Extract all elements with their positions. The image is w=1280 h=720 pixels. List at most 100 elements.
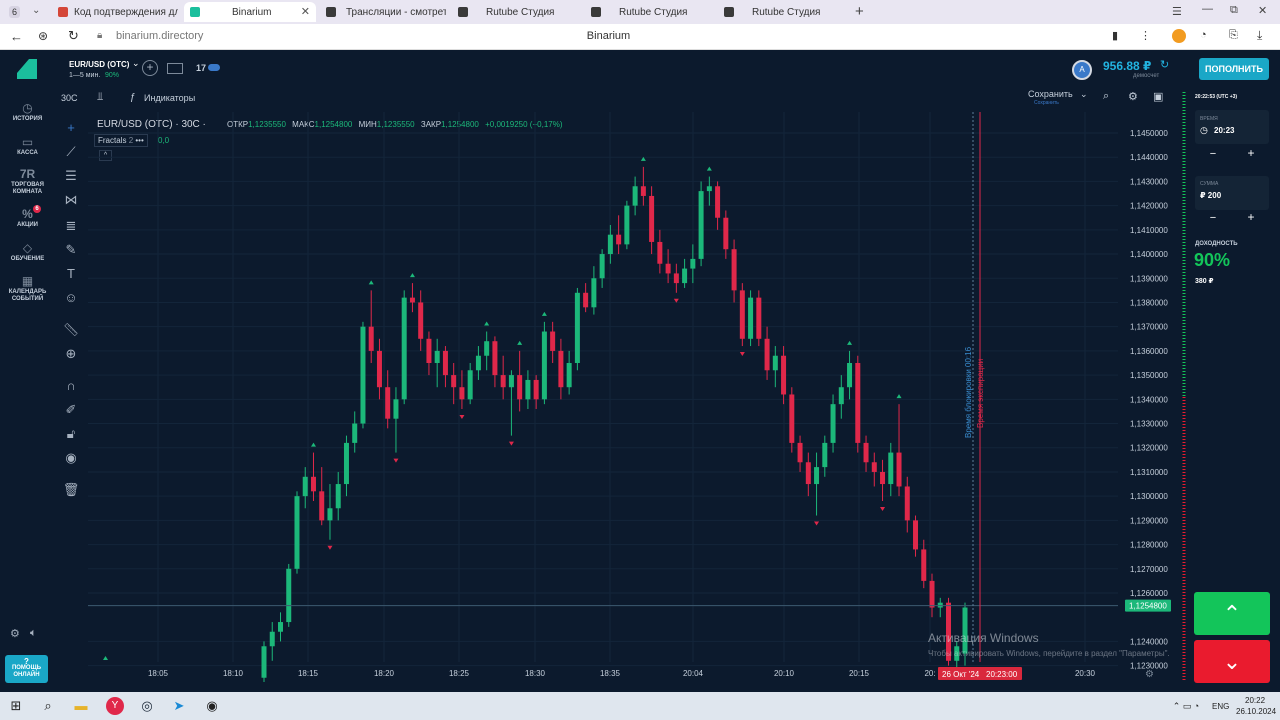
chart-symbol: EUR/USD (OTC) · 30С · <box>97 119 206 130</box>
nav-calendar[interactable]: ▦ КАЛЕНДАРЬ СОБЫТИЙ <box>0 275 55 303</box>
indicators-button[interactable]: Индикаторы <box>144 93 196 103</box>
tab-rutube-3[interactable]: Rutube Студия <box>718 2 844 22</box>
start-icon[interactable]: ⊞ <box>10 698 22 713</box>
collapse-legend-icon[interactable]: ^ <box>99 150 112 161</box>
taskbar-date[interactable]: 26.10.2024 <box>1236 707 1277 716</box>
candle-body <box>921 549 927 581</box>
draw-lock-icon[interactable]: ✐ <box>65 402 77 417</box>
url-field[interactable]: binarium.directory <box>116 30 204 42</box>
fib-icon[interactable]: ≣ <box>65 218 77 233</box>
call-button[interactable]: ⌃ <box>1194 592 1270 635</box>
zoom-icon[interactable]: ⊕ <box>65 346 77 361</box>
time-plus-button[interactable]: + <box>1247 146 1255 160</box>
tab-rutube-2[interactable]: Rutube Студия <box>585 2 711 22</box>
amount-box[interactable]: СУММА ₽ 200 <box>1195 176 1269 210</box>
protect-icon[interactable]: ⊛ <box>38 29 49 43</box>
reload-icon[interactable]: ↻ <box>68 28 79 43</box>
menu-icon[interactable]: ⋮ <box>1140 30 1151 42</box>
download-icon[interactable]: ⤓ <box>1257 28 1263 42</box>
input-language[interactable]: ENG <box>1212 702 1230 711</box>
balance-value[interactable]: 956.88 ₽ <box>1103 59 1152 73</box>
steam-icon[interactable]: ◎ <box>141 698 153 713</box>
layout-icon[interactable] <box>167 63 183 74</box>
amount-value[interactable]: ₽ 200 <box>1200 191 1222 200</box>
candle-body <box>665 263 671 274</box>
candle-body <box>269 631 275 647</box>
timeframe-select[interactable]: 30С <box>61 93 78 103</box>
asset-chevron-icon[interactable]: ⌄ <box>132 58 140 68</box>
topup-button[interactable]: ПОПОЛНИТЬ <box>1199 58 1269 80</box>
pattern-icon[interactable]: ⋈ <box>64 192 78 207</box>
obs-icon[interactable]: ◉ <box>206 698 218 713</box>
media-icon[interactable]: ◔ <box>1200 29 1207 41</box>
magnifier-icon[interactable]: ⌕ <box>1103 90 1110 102</box>
maximize-icon[interactable]: ⧉ <box>1230 4 1238 16</box>
refresh-balance-icon[interactable]: ↻ <box>1160 59 1170 71</box>
asset-name[interactable]: EUR/USD (OTC) <box>69 60 130 69</box>
emoji-icon[interactable]: ☺ <box>64 290 78 305</box>
save-chevron-icon[interactable]: ⌄ <box>1080 89 1088 99</box>
tab-count[interactable]: 6 <box>9 6 21 18</box>
tab-list-chevron-icon[interactable]: ⌄ <box>32 5 41 16</box>
ruler-icon[interactable]: 📏︎ <box>62 322 80 337</box>
telegram-icon[interactable]: ➤ <box>173 698 185 713</box>
taskbar-time[interactable]: 20:22 <box>1245 696 1266 705</box>
share-icon[interactable]: ⎘ <box>1229 29 1238 41</box>
lock-drawings-icon[interactable]: 🔓︎ <box>66 426 76 441</box>
indicator-more-icon[interactable]: ••• <box>135 136 144 145</box>
visibility-icon[interactable]: ◉ <box>65 450 77 465</box>
search-icon[interactable]: ⌕ <box>44 698 52 713</box>
fractal-down-marker <box>673 298 679 303</box>
time-minus-button[interactable]: − <box>1209 148 1217 160</box>
close-tab-icon[interactable]: ✕ <box>300 6 310 18</box>
add-asset-icon[interactable]: + <box>142 60 158 76</box>
fractal-up-marker <box>103 656 108 660</box>
candle-body <box>467 370 473 400</box>
screenshot-icon[interactable]: ▣ <box>1153 91 1164 103</box>
bookmark-icon[interactable]: ▮ <box>1112 30 1119 42</box>
window-close-icon[interactable]: ✕ <box>1258 5 1268 17</box>
tray-icons[interactable]: ⌃ ▭ ◔ <box>1172 701 1200 711</box>
indicator-legend[interactable]: Fractals 2 ••• <box>94 134 148 147</box>
tab-streams[interactable]: Трансляции - смотреть в <box>320 2 446 22</box>
trash-icon[interactable]: 🗑︎ <box>62 482 80 497</box>
save-button[interactable]: Сохранить <box>1028 89 1073 99</box>
x-tick-label: 18:25 <box>449 669 470 678</box>
nav-cashier[interactable]: ▭ КАССА <box>0 136 55 157</box>
account-level-icon[interactable]: A <box>1072 60 1092 80</box>
bookmarks-icon[interactable]: ☰ <box>1172 6 1182 18</box>
nav-trading-room[interactable]: 7R ТОРГОВАЯ КОМНАТА <box>0 168 55 196</box>
back-icon[interactable]: ← <box>10 29 23 44</box>
current-price-label: 1,1254800 <box>1129 602 1167 611</box>
fractal-up-marker <box>640 156 646 161</box>
nav-promo[interactable]: % АКЦИИ 6 <box>0 205 55 229</box>
new-tab-icon[interactable]: + <box>855 3 864 20</box>
price-chart[interactable]: 1,1450000 1,1440000 1,1430000 1,1420000 1,14… <box>88 112 1183 682</box>
yandex-browser-icon[interactable]: Y <box>106 697 124 715</box>
time-box[interactable]: ВРЕМЯ ◷ 20:23 <box>1195 110 1269 144</box>
file-explorer-icon[interactable]: ▬ <box>74 698 88 713</box>
tab-mail[interactable]: Код подтверждения для <box>52 2 178 22</box>
put-button[interactable]: ⌄ <box>1194 640 1270 683</box>
horizontal-lines-icon[interactable]: ☰ <box>65 168 77 183</box>
indicators-icon[interactable]: ƒ <box>130 92 136 103</box>
text-icon[interactable]: T <box>67 266 75 281</box>
nav-education[interactable]: ◇ ОБУЧЕНИЕ <box>0 242 55 263</box>
magnet-icon[interactable]: ∩ <box>66 378 76 393</box>
tab-rutube-1[interactable]: Rutube Студия <box>452 2 578 22</box>
settings-chart-icon[interactable]: ⚙ <box>1128 91 1138 103</box>
crosshair-icon[interactable]: + <box>67 120 75 135</box>
minimize-icon[interactable]: — <box>1202 3 1213 15</box>
candle-type-icon[interactable]: ⫫ <box>97 91 104 103</box>
logo[interactable] <box>17 59 37 79</box>
trend-line-icon[interactable]: ⟋ <box>66 144 76 159</box>
amount-minus-button[interactable]: − <box>1209 212 1217 224</box>
amount-plus-button[interactable]: + <box>1247 210 1255 224</box>
help-online-button[interactable]: ? ПОМОЩЬ ОНЛАЙН <box>5 655 48 683</box>
extension-icon[interactable] <box>1172 29 1186 43</box>
sound-icon[interactable]: 🔈︎ <box>30 627 37 639</box>
settings-icon[interactable]: ⚙ <box>10 628 20 640</box>
nav-history[interactable]: ◷ ИСТОРИЯ <box>0 102 55 123</box>
tab-binarium[interactable]: Binarium ✕ <box>184 2 316 22</box>
brush-icon[interactable]: ✎ <box>65 242 77 257</box>
